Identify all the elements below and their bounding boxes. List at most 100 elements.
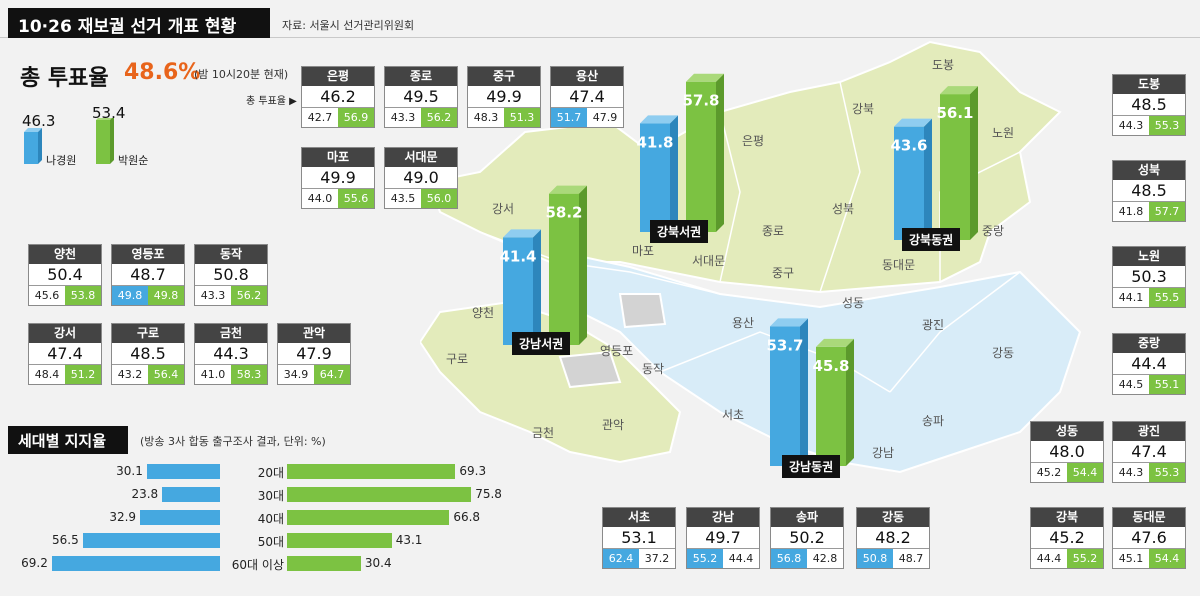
district-na-pct: 34.9	[283, 368, 309, 381]
district-card: 종로 49.5 43.3 56.2	[384, 66, 458, 128]
map-label-yongsan: 용산	[732, 316, 755, 330]
district-turnout: 49.9	[302, 167, 374, 189]
district-turnout: 48.2	[857, 527, 929, 549]
district-na-pct: 48.4	[34, 368, 60, 381]
district-park-pct: 42.8	[812, 552, 838, 565]
district-na-pct: 43.3	[390, 111, 416, 124]
district-na-pct: 45.6	[34, 289, 60, 302]
district-turnout: 47.9	[278, 343, 350, 365]
district-name: 서대문	[385, 148, 457, 167]
district-turnout: 47.6	[1113, 527, 1185, 549]
age-category-label: 60대 이상	[231, 558, 284, 572]
district-turnout: 48.7	[112, 264, 184, 286]
district-park-pct: 55.2	[1067, 549, 1103, 568]
district-name: 금천	[195, 324, 267, 343]
district-card: 마포 49.9 44.0 55.6	[301, 147, 375, 209]
region-park-column-label: 45.8	[812, 357, 849, 375]
district-na-pct: 44.1	[1118, 291, 1144, 304]
district-na-pct: 62.4	[603, 549, 639, 568]
age-park-value: 30.4	[364, 556, 392, 570]
district-name: 송파	[771, 508, 843, 527]
district-name: 노원	[1113, 247, 1185, 266]
map-label-dongdaemun: 동대문	[882, 258, 916, 272]
age-na-bar	[162, 487, 220, 502]
district-card: 양천 50.4 45.6 53.8	[28, 244, 102, 306]
district-card: 서초 53.1 62.4 37.2	[602, 507, 676, 569]
region-park-column-label: 58.2	[545, 204, 582, 222]
age-park-bar	[287, 464, 456, 479]
district-na-pct: 41.0	[200, 368, 226, 381]
district-name: 영등포	[112, 245, 184, 264]
region-badge-gangbuk-west: 강북서권	[650, 220, 709, 243]
district-turnout: 44.3	[195, 343, 267, 365]
page-title: 10·26 재보궐 선거 개표 현황	[8, 8, 270, 38]
map-label-nowon: 노원	[992, 126, 1015, 140]
district-card: 성동 48.0 45.2 54.4	[1030, 421, 1104, 483]
region-park-column-label: 56.1	[936, 104, 973, 122]
district-name: 강북	[1031, 508, 1103, 527]
district-park-pct: 37.2	[644, 552, 670, 565]
age-na-value: 30.1	[116, 464, 143, 478]
age-category-label: 30대	[257, 489, 284, 503]
map-label-seongdong: 성동	[842, 296, 865, 310]
age-category-label: 40대	[257, 512, 284, 526]
district-park-pct: 58.3	[231, 365, 267, 384]
district-card: 은평 46.2 42.7 56.9	[301, 66, 375, 128]
legend-na-name: 나경원	[46, 154, 77, 167]
district-turnout: 49.9	[468, 86, 540, 108]
district-card: 관악 47.9 34.9 64.7	[277, 323, 351, 385]
district-name: 동작	[195, 245, 267, 264]
age-na-bar	[140, 510, 220, 525]
age-na-value: 69.2	[21, 556, 48, 570]
district-turnout: 47.4	[1113, 441, 1185, 463]
district-park-pct: 54.4	[1067, 463, 1103, 482]
district-park-pct: 44.4	[728, 552, 754, 565]
age-park-bar	[287, 510, 450, 525]
district-name: 강남	[687, 508, 759, 527]
district-name: 용산	[551, 67, 623, 86]
district-park-pct: 55.3	[1149, 463, 1185, 482]
district-na-pct: 44.3	[1118, 119, 1144, 132]
region-na-column-label: 53.7	[766, 336, 803, 354]
region-na-column: 41.4	[499, 229, 541, 345]
district-park-pct: 64.7	[314, 365, 350, 384]
district-card: 강동 48.2 50.8 48.7	[856, 507, 930, 569]
district-na-pct: 43.3	[200, 289, 226, 302]
age-category-label: 20대	[257, 466, 284, 480]
district-turnout: 49.0	[385, 167, 457, 189]
district-turnout: 48.5	[1113, 180, 1185, 202]
district-turnout: 49.7	[687, 527, 759, 549]
district-name: 성동	[1031, 422, 1103, 441]
district-card: 도봉 48.5 44.3 55.3	[1112, 74, 1186, 136]
district-na-pct: 49.8	[112, 286, 148, 305]
map-label-junggu: 중구	[772, 266, 795, 280]
district-na-pct: 42.7	[307, 111, 333, 124]
district-card: 광진 47.4 44.3 55.3	[1112, 421, 1186, 483]
age-park-value: 75.8	[475, 487, 502, 501]
district-name: 서초	[603, 508, 675, 527]
region-na-column: 41.8	[636, 115, 678, 232]
turnout-label: 총 투표율	[20, 66, 109, 91]
district-na-pct: 48.3	[473, 111, 499, 124]
district-name: 강동	[857, 508, 929, 527]
district-card: 영등포 48.7 49.8 49.8	[111, 244, 185, 306]
age-park-value: 69.3	[459, 464, 487, 478]
region-na-column: 43.6	[890, 118, 932, 240]
district-na-pct: 51.7	[551, 108, 587, 127]
district-na-pct: 56.8	[771, 549, 807, 568]
turnout-row-label: 총 투표율 ▶	[246, 96, 297, 107]
district-name: 중구	[468, 67, 540, 86]
age-category-label: 50대	[257, 535, 284, 549]
district-na-pct: 44.3	[1118, 466, 1144, 479]
map-label-guro: 구로	[446, 352, 469, 366]
map-label-dobong: 도봉	[932, 58, 955, 72]
region-na-column: 53.7	[766, 318, 808, 466]
age-park-bar	[287, 533, 392, 548]
district-park-pct: 56.9	[338, 108, 374, 127]
region-na-column-label: 41.4	[499, 247, 536, 265]
district-card: 동작 50.8 43.3 56.2	[194, 244, 268, 306]
district-park-pct: 51.3	[504, 108, 540, 127]
map-label-seocho: 서초	[722, 408, 745, 422]
district-turnout: 48.0	[1031, 441, 1103, 463]
